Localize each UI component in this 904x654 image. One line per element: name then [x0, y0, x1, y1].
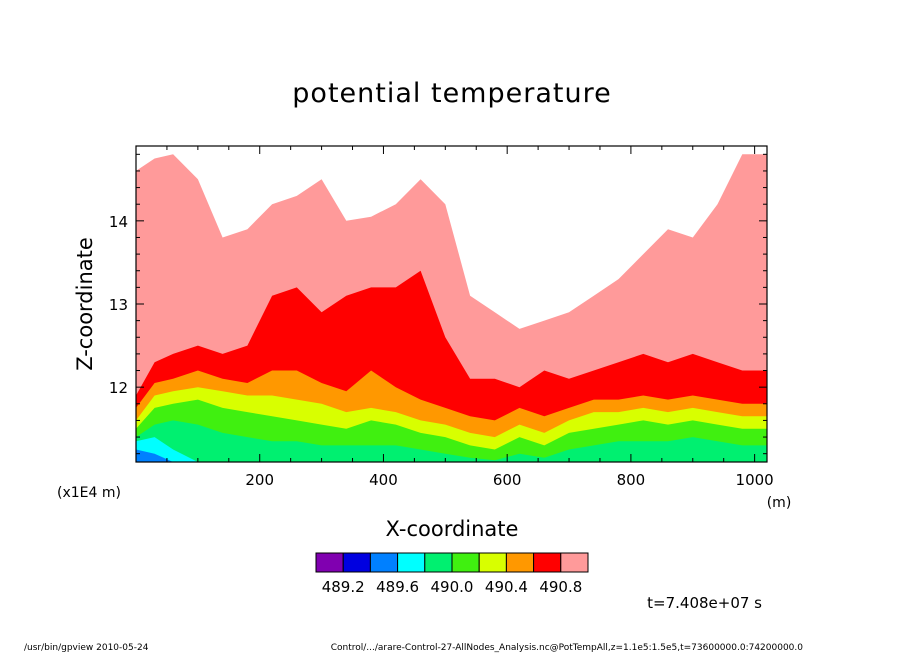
colorbar	[315, 552, 589, 573]
x-axis-ticks: 200 400 600 800 1000	[166, 146, 774, 489]
colorbar-labels: 489.2 489.6 490.0 490.4 490.8	[322, 578, 583, 596]
colorbar-swatch	[342, 552, 371, 573]
x-tick-label: 600	[493, 471, 522, 489]
chart-title: potential temperature	[292, 78, 611, 109]
x-tick-label: 200	[245, 471, 274, 489]
colorbar-label: 490.8	[539, 578, 582, 596]
x-axis-label: X-coordinate	[386, 517, 519, 541]
y-axis-ticks: 12 13 14	[109, 153, 767, 455]
time-label: t=7.408e+07 s	[647, 594, 762, 612]
x-tick-label: 800	[617, 471, 646, 489]
footer-left: /usr/bin/gpview 2010-05-24	[24, 643, 149, 653]
x-axis-unit: (m)	[767, 495, 792, 511]
y-tick-label: 13	[109, 296, 128, 314]
colorbar-label: 489.6	[376, 578, 419, 596]
colorbar-label: 490.4	[485, 578, 528, 596]
band-spring-green	[136, 420, 767, 462]
y-axis-label: Z-coordinate	[73, 237, 97, 371]
colorbar-swatch	[397, 552, 426, 573]
colorbar-swatch	[369, 552, 399, 573]
colorbar-label: 490.0	[431, 578, 474, 596]
y-tick-label: 12	[109, 379, 128, 397]
colorbar-swatch	[560, 552, 589, 573]
y-tick-label: 14	[109, 213, 128, 231]
colorbar-label: 489.2	[322, 578, 365, 596]
y-axis-unit: (x1E4 m)	[57, 485, 121, 501]
colorbar-swatch	[424, 552, 453, 573]
x-tick-label: 400	[369, 471, 398, 489]
colorbar-swatch	[505, 552, 535, 573]
contour-bands	[136, 154, 767, 462]
colorbar-swatch	[478, 552, 507, 573]
plot-area: 200 400 600 800 1000 12 13 14	[109, 145, 774, 489]
colorbar-swatch	[451, 552, 480, 573]
colorbar-swatch	[315, 552, 344, 573]
footer-right: Control/.../arare-Control-27-AllNodes_An…	[331, 643, 804, 653]
colorbar-swatch	[533, 552, 562, 573]
x-tick-label: 1000	[736, 471, 774, 489]
